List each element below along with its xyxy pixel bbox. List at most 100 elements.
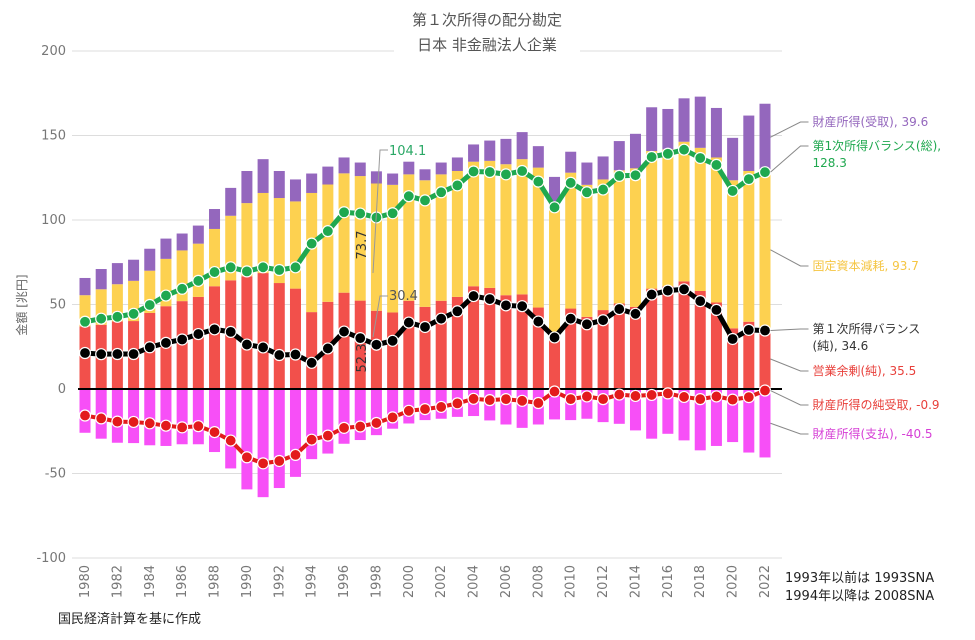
x-tick-label: 2008 [531, 565, 546, 598]
bar-depreciation [468, 161, 480, 287]
x-tick-label: 1990 [240, 565, 255, 598]
bar-depreciation [111, 284, 123, 322]
bar-depreciation [192, 243, 204, 297]
end-label-leader [770, 249, 809, 267]
bar-operating-surplus [662, 286, 674, 389]
bar-operating-surplus [387, 312, 399, 389]
net-primary-balance-point [758, 324, 772, 337]
x-axis-ticks: 1980 1982 1984 1986 1988 1990 1992 1994 1996 1998… [78, 565, 773, 598]
net-property-income-point [516, 394, 529, 407]
lines [78, 143, 772, 470]
bar-property-received [549, 176, 561, 205]
bar-operating-surplus [289, 288, 301, 389]
bar-depreciation [241, 203, 253, 277]
bar-operating-surplus [209, 286, 221, 389]
net-property-income-point [402, 404, 415, 417]
gross-primary-balance-point [95, 312, 108, 325]
net-property-income-point [192, 420, 205, 433]
net-primary-balance-point [694, 295, 707, 308]
bar-property-received [257, 159, 269, 193]
net-property-income-point [354, 420, 367, 433]
chart-title: 第１次所得の配分勘定 [412, 11, 562, 29]
bar-property-paid [257, 389, 269, 498]
end-label-leader [770, 145, 809, 173]
gross-primary-balance-point [645, 150, 658, 164]
gross-primary-balance-point [580, 186, 594, 199]
bar-depreciation [95, 289, 107, 325]
bar-property-received [516, 132, 528, 160]
net-primary-balance-point [451, 305, 464, 318]
y-tick-label: -50 [45, 467, 66, 482]
bar-property-received [111, 263, 123, 285]
bar-depreciation [209, 228, 221, 287]
x-tick-label: 1992 [272, 565, 287, 598]
gross-primary-balance-point [694, 151, 707, 165]
bar-operating-surplus [354, 300, 366, 389]
bar-property-paid [370, 389, 382, 436]
x-tick-label: 1994 [305, 565, 320, 598]
bar-property-paid [743, 389, 755, 453]
bar-property-received [338, 157, 350, 174]
net-primary-balance-point [629, 307, 642, 320]
bar-depreciation [694, 147, 706, 291]
net-primary-balance-point [677, 283, 691, 296]
bar-depreciation [435, 174, 447, 301]
end-labels: 財産所得(受取), 39.6 第1次所得バランス(総), 128.3 固定資本減耗, … [770, 114, 941, 441]
gross-primary-balance-point [467, 165, 480, 178]
net-property-income-point [694, 393, 707, 406]
gross-primary-balance-point [127, 307, 140, 320]
gross-primary-balance-point [742, 173, 755, 186]
bar-property-received [759, 103, 771, 171]
chart-subtitle: 日本 非金融法人企業 [417, 36, 557, 54]
gross-primary-balance-point [613, 169, 626, 182]
gross-primary-balance-point [596, 183, 610, 196]
net-primary-balance-point [224, 325, 237, 338]
net-primary-balance-point [127, 347, 140, 361]
x-tick-label: 1998 [369, 565, 384, 598]
net-primary-balance-point [418, 320, 432, 334]
bar-depreciation [370, 183, 382, 311]
bar-depreciation [549, 204, 561, 335]
bar-property-received [273, 170, 285, 199]
net-primary-balance-point [256, 341, 270, 354]
net-primary-balance-point [467, 289, 480, 303]
net-property-income-point [596, 393, 610, 406]
bar-operating-surplus [743, 321, 755, 389]
end-label-leader [770, 422, 809, 435]
net-primary-balance-point [176, 333, 189, 346]
net-property-income-point [710, 390, 723, 403]
gross-primary-balance-point [111, 310, 124, 323]
annotation-surplus-1997: 52.3 [355, 344, 370, 373]
bar-property-received [629, 133, 641, 169]
gross-primary-balance-point [710, 158, 723, 172]
gross-primary-balance-point [337, 206, 351, 219]
bar-depreciation [759, 170, 771, 330]
end-label-leader [770, 390, 809, 406]
net-primary-balance-point [580, 318, 594, 331]
net-property-income-point [629, 389, 642, 403]
bar-operating-surplus [241, 276, 253, 389]
bar-operating-surplus [338, 292, 350, 389]
net-property-income-point [224, 434, 237, 447]
x-tick-label: 2002 [434, 565, 449, 598]
bar-depreciation [743, 170, 755, 322]
bar-property-paid [289, 389, 301, 477]
end-label: 財産所得の純受取, -0.9 [813, 397, 940, 412]
gross-primary-balance-point [564, 176, 577, 189]
bar-depreciation [354, 176, 366, 301]
gross-primary-balance-point [451, 179, 464, 192]
bar-property-received [192, 225, 204, 244]
gross-primary-balance-point [418, 194, 432, 207]
bar-property-paid [678, 389, 690, 441]
gross-primary-balance-point [143, 298, 156, 312]
bar-operating-surplus [565, 308, 577, 389]
net-primary-balance-point [516, 300, 529, 313]
bar-depreciation [710, 157, 722, 303]
gross-primary-balance-point [499, 168, 513, 181]
bar-operating-surplus [678, 281, 690, 389]
gross-primary-balance-point [224, 261, 237, 274]
bar-operating-surplus [451, 296, 463, 389]
gross-primary-balance-point [192, 274, 205, 287]
net-property-income-point [159, 419, 173, 432]
bar-property-paid [646, 389, 658, 439]
